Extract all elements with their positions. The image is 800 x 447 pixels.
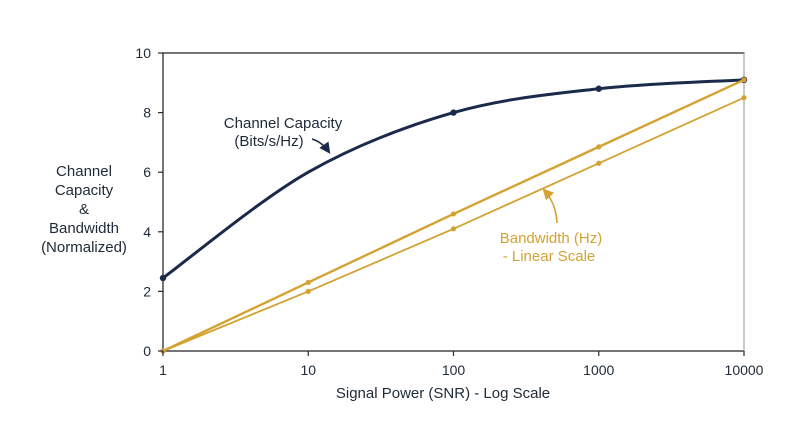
annotation-line: Bandwidth (Hz) (500, 230, 603, 247)
y-tick-label: 10 (135, 45, 151, 61)
series-point-2 (596, 160, 602, 166)
x-tick-label: 100 (442, 362, 466, 378)
x-tick-label: 10 (300, 362, 316, 378)
tick-layer: 1 10 100 1000 10000 0 2 4 6 8 10 (135, 45, 763, 378)
series-point-2 (305, 288, 311, 294)
y-axis-title-line: (Normalized) (41, 239, 127, 256)
y-axis-title-line: Bandwidth (49, 220, 119, 237)
channel-capacity-annotation: Channel Capacity (Bits/s/Hz) (224, 115, 343, 150)
y-tick-label: 8 (143, 105, 151, 121)
y-axis-title-line: & (79, 201, 89, 218)
annotation-line: (Bits/s/Hz) (234, 133, 303, 150)
series-point-1 (741, 77, 747, 83)
series-point-2 (741, 95, 747, 101)
x-axis-title: Signal Power (SNR) - Log Scale (336, 385, 550, 402)
series-point-0 (159, 274, 167, 282)
series-point-0 (595, 85, 602, 92)
annotation-arrows (311, 138, 558, 224)
y-axis-title-line: Channel (56, 163, 112, 180)
bandwidth-annotation: Bandwidth (Hz) - Linear Scale (500, 230, 603, 265)
series-point-2 (450, 226, 457, 232)
plot-frame (162, 52, 745, 352)
series-point-1 (450, 211, 457, 217)
annotation-line: - Linear Scale (503, 248, 596, 265)
x-tick-label: 1 (159, 362, 167, 378)
series-point-0 (450, 109, 457, 116)
series-point-1 (596, 144, 602, 150)
series-layer (159, 76, 748, 354)
y-tick-label: 4 (143, 224, 151, 240)
y-axis-title-line: Capacity (55, 182, 114, 199)
annotation-line: Channel Capacity (224, 115, 343, 132)
series-point-1 (305, 279, 311, 286)
x-tick-label: 1000 (583, 362, 614, 378)
capacity-arrow (311, 138, 331, 154)
y-axis-title: Channel Capacity & Bandwidth (Normalized… (41, 163, 127, 256)
bandwidth-arrow (542, 188, 558, 224)
y-tick-label: 2 (143, 283, 151, 299)
y-tick-label: 0 (143, 343, 151, 359)
x-tick-label: 10000 (725, 362, 764, 378)
plot-border (162, 52, 745, 352)
y-tick-label: 6 (143, 164, 151, 180)
